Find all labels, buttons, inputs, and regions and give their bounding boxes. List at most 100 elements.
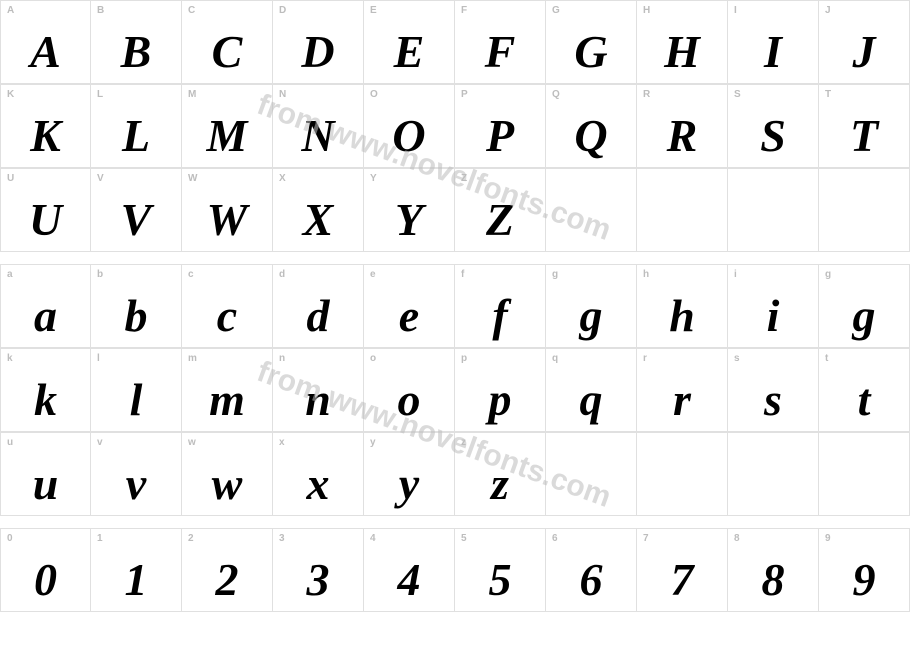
uppercase-cell-B: BB <box>91 0 182 84</box>
digit-label: 9 <box>825 533 831 544</box>
lowercase-cell-w: ww <box>182 432 273 516</box>
digit-glyph: 1 <box>91 557 181 603</box>
uppercase-cell-I: II <box>728 0 819 84</box>
lowercase-grid: aabbccddeeffgghhiiggkkllmmnnooppqqrrsstt… <box>0 264 910 516</box>
uppercase-cell-J: JJ <box>819 0 910 84</box>
uppercase-cell-V: VV <box>91 168 182 252</box>
digit-cell-3: 33 <box>273 528 364 612</box>
lowercase-label: h <box>643 269 650 280</box>
digit-cell-0: 00 <box>0 528 91 612</box>
uppercase-glyph: A <box>1 29 90 75</box>
lowercase-glyph: o <box>364 377 454 423</box>
uppercase-label: F <box>461 5 468 16</box>
uppercase-label: G <box>552 5 560 16</box>
lowercase-glyph: r <box>637 377 727 423</box>
uppercase-label: J <box>825 5 831 16</box>
uppercase-cell-R: RR <box>637 84 728 168</box>
uppercase-cell-X: XX <box>273 168 364 252</box>
digit-glyph: 0 <box>1 557 90 603</box>
lowercase-glyph: u <box>1 461 90 507</box>
uppercase-label: O <box>370 89 378 100</box>
lowercase-label: i <box>734 269 737 280</box>
lowercase-label: e <box>370 269 376 280</box>
lowercase-cell-d: dd <box>273 264 364 348</box>
uppercase-cell-K: KK <box>0 84 91 168</box>
uppercase-glyph: V <box>91 197 181 243</box>
uppercase-label: I <box>734 5 737 16</box>
uppercase-glyph: N <box>273 113 363 159</box>
uppercase-label: Y <box>370 173 377 184</box>
lowercase-label: z <box>461 437 467 448</box>
digit-cell-4: 44 <box>364 528 455 612</box>
lowercase-label: y <box>370 437 376 448</box>
lowercase-cell-g: gg <box>546 264 637 348</box>
uppercase-glyph: Y <box>364 197 454 243</box>
uppercase-glyph: W <box>182 197 272 243</box>
uppercase-glyph: L <box>91 113 181 159</box>
lowercase-cell-f: ff <box>455 264 546 348</box>
lowercase-label: k <box>7 353 13 364</box>
uppercase-label: X <box>279 173 286 184</box>
lowercase-cell-u: uu <box>0 432 91 516</box>
uppercase-glyph: X <box>273 197 363 243</box>
lowercase-cell-t: tt <box>819 348 910 432</box>
lowercase-glyph: y <box>364 461 454 507</box>
lowercase-cell-m: mm <box>182 348 273 432</box>
digit-cell-6: 66 <box>546 528 637 612</box>
uppercase-label: E <box>370 5 377 16</box>
uppercase-label: B <box>97 5 105 16</box>
lowercase-cell-l: ll <box>91 348 182 432</box>
lowercase-label: l <box>97 353 100 364</box>
uppercase-glyph: B <box>91 29 181 75</box>
uppercase-label: R <box>643 89 651 100</box>
uppercase-glyph: K <box>1 113 90 159</box>
uppercase-label: V <box>97 173 104 184</box>
digit-label: 8 <box>734 533 740 544</box>
lowercase-glyph: n <box>273 377 363 423</box>
uppercase-glyph: Q <box>546 113 636 159</box>
uppercase-glyph: G <box>546 29 636 75</box>
uppercase-glyph: U <box>1 197 90 243</box>
uppercase-cell-G: GG <box>546 0 637 84</box>
lowercase-label: q <box>552 353 559 364</box>
lowercase-label: c <box>188 269 194 280</box>
lowercase-cell-h: hh <box>637 264 728 348</box>
digit-cell-1: 11 <box>91 528 182 612</box>
lowercase-cell-e: ee <box>364 264 455 348</box>
digit-glyph: 8 <box>728 557 818 603</box>
uppercase-cell-O: OO <box>364 84 455 168</box>
digit-glyph: 7 <box>637 557 727 603</box>
lowercase-glyph: w <box>182 461 272 507</box>
lowercase-glyph: e <box>364 293 454 339</box>
lowercase-label: g <box>825 269 832 280</box>
uppercase-cell-T: TT <box>819 84 910 168</box>
lowercase-label: d <box>279 269 286 280</box>
lowercase-cell-v: vv <box>91 432 182 516</box>
uppercase-glyph: Z <box>455 197 545 243</box>
digit-label: 6 <box>552 533 558 544</box>
lowercase-cell-p: pp <box>455 348 546 432</box>
lowercase-glyph: g <box>546 293 636 339</box>
lowercase-cell-y: yy <box>364 432 455 516</box>
lowercase-cell-q: qq <box>546 348 637 432</box>
uppercase-glyph: H <box>637 29 727 75</box>
uppercase-cell-L: LL <box>91 84 182 168</box>
uppercase-cell-Y: YY <box>364 168 455 252</box>
lowercase-label: b <box>97 269 104 280</box>
lowercase-cell-n: nn <box>273 348 364 432</box>
uppercase-glyph: E <box>364 29 454 75</box>
uppercase-cell-U: UU <box>0 168 91 252</box>
uppercase-glyph: O <box>364 113 454 159</box>
uppercase-label: L <box>97 89 104 100</box>
lowercase-cell-r: rr <box>637 348 728 432</box>
lowercase-label: o <box>370 353 377 364</box>
lowercase-glyph: m <box>182 377 272 423</box>
digit-cell-8: 88 <box>728 528 819 612</box>
lowercase-cell-o: oo <box>364 348 455 432</box>
uppercase-glyph: I <box>728 29 818 75</box>
digit-label: 0 <box>7 533 13 544</box>
lowercase-cell-empty <box>546 432 637 516</box>
uppercase-label: A <box>7 5 15 16</box>
digit-cell-9: 99 <box>819 528 910 612</box>
uppercase-glyph: T <box>819 113 909 159</box>
